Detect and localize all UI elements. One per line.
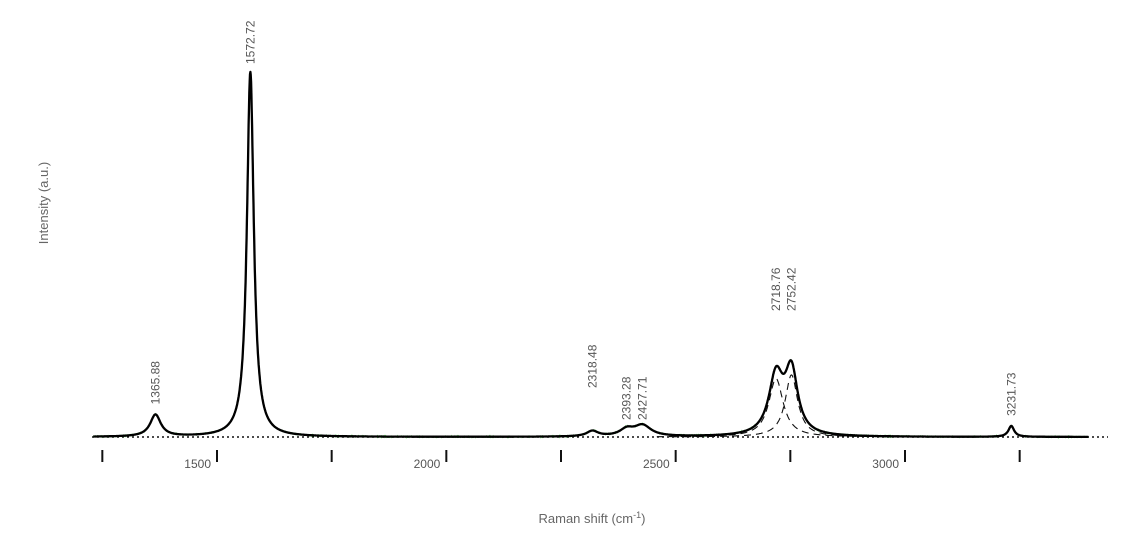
- peak-label-3231-73: 3231.73: [1004, 372, 1018, 416]
- peak-label-1572-72: 1572.72: [243, 20, 257, 64]
- x-tick-label-2000: 2000: [414, 457, 441, 471]
- peak-label-layer: 1365.88 1572.72 2318.48 2393.28 2427.71 2718.…: [149, 20, 1019, 420]
- peak-label-2752-42: 2752.42: [784, 267, 798, 311]
- x-axis-label-main: Raman shift (cm: [539, 511, 634, 526]
- x-axis-label-sup: -1: [633, 510, 641, 520]
- y-axis-label: Intensity (a.u.): [36, 162, 51, 244]
- fitted-spectrum-line: [92, 70, 1090, 439]
- peak-label-2393-28: 2393.28: [620, 376, 634, 420]
- x-tick-label-1500: 1500: [184, 457, 211, 471]
- fit-component-dashed-1: [656, 378, 896, 438]
- x-axis-label-close: ): [641, 511, 645, 526]
- peak-label-2427-71: 2427.71: [636, 376, 650, 420]
- peak-label-1365-88: 1365.88: [149, 361, 163, 405]
- x-tick-label-3000: 3000: [872, 457, 899, 471]
- peak-label-2318-48: 2318.48: [585, 344, 599, 388]
- peak-label-2718-76: 2718.76: [769, 267, 783, 311]
- x-tick-label-2500: 2500: [643, 457, 670, 471]
- curve-layer: [92, 70, 1108, 440]
- x-axis: 1500 2000 2500 3000: [101, 450, 1021, 471]
- x-axis-label: Raman shift (cm-1): [539, 510, 646, 526]
- fit-component-dashed-2: [672, 374, 911, 438]
